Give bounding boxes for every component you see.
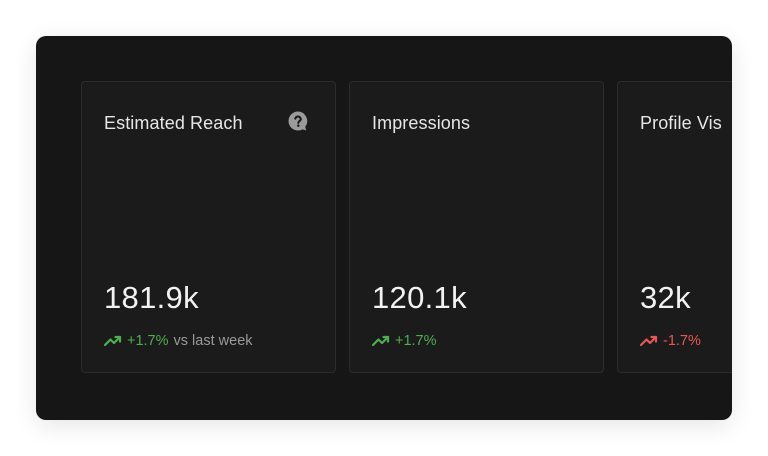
metric-card-impressions: Impressions 120.1k +1.7% [349,81,604,373]
card-title: Profile Vis [640,113,722,134]
change-suffix: vs last week [174,333,253,349]
metrics-panel: Estimated Reach 181.9k +1.7% vs last wee… [36,36,732,420]
card-title: Estimated Reach [104,113,243,134]
metric-card-estimated-reach: Estimated Reach 181.9k +1.7% vs last wee… [81,81,336,373]
change-value: +1.7% [395,333,437,349]
trending-icon [640,335,658,347]
trending-up-icon [104,335,122,347]
metric-value: 32k [640,280,691,316]
metric-value: 181.9k [104,280,199,316]
trending-up-icon [372,335,390,347]
trend-row: +1.7% vs last week [104,333,253,349]
metric-card-profile-visits: Profile Vis 32k -1.7% [617,81,732,373]
trend-row: +1.7% [372,333,437,349]
change-value: +1.7% [127,333,169,349]
card-title: Impressions [372,113,470,134]
change-value: -1.7% [663,333,701,349]
help-icon[interactable] [287,110,309,132]
metric-value: 120.1k [372,280,467,316]
trend-row: -1.7% [640,333,701,349]
